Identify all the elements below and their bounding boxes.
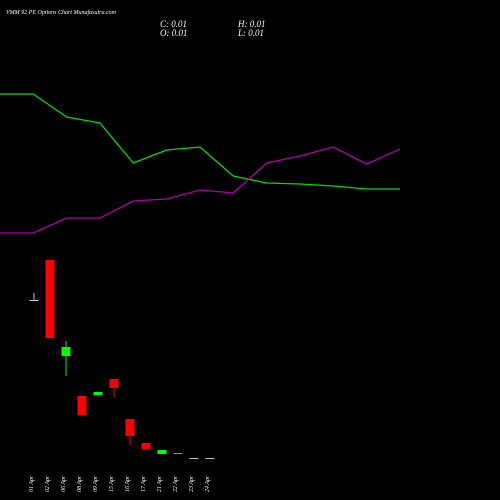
candle-body xyxy=(93,392,103,395)
candle-body xyxy=(173,453,183,454)
x-tick-label: 01 Apr xyxy=(29,475,35,492)
ohlc-label: L: 0.01 xyxy=(237,28,264,38)
x-tick-label: 24 Apr xyxy=(204,475,211,492)
candle-body xyxy=(125,419,135,436)
candle-body xyxy=(189,458,199,459)
candle-body xyxy=(61,347,71,356)
candle-body xyxy=(77,396,87,415)
candle-body xyxy=(109,379,119,388)
line-series xyxy=(0,146,401,234)
candle-body xyxy=(157,450,167,454)
x-tick-label: 02 Apr xyxy=(45,475,51,492)
x-tick-label: 16 Apr xyxy=(125,475,131,492)
candle-body xyxy=(45,260,55,338)
line-series xyxy=(0,93,400,190)
x-tick-label: 23 Apr xyxy=(189,475,195,492)
x-tick-label: 15 Apr xyxy=(109,475,115,492)
x-tick-label: 22 Apr xyxy=(173,475,179,492)
ohlc-label: H: 0.01 xyxy=(237,19,266,29)
candle-body xyxy=(141,443,151,449)
ohlc-label: O: 0.01 xyxy=(160,28,188,38)
x-tick-label: 08 Apr xyxy=(77,475,83,492)
x-tick-label: 09 Apr xyxy=(93,475,99,492)
x-tick-label: 21 Apr xyxy=(157,475,163,492)
candle-body xyxy=(29,300,39,301)
ohlc-label: C: 0.01 xyxy=(160,19,187,29)
x-tick-label: 06 Apr xyxy=(61,475,67,492)
x-tick-label: 17 Apr xyxy=(141,475,147,492)
candle-body xyxy=(205,458,215,459)
chart-title: VMM 92 PE Options Chart Munafasutra.com xyxy=(6,9,117,16)
